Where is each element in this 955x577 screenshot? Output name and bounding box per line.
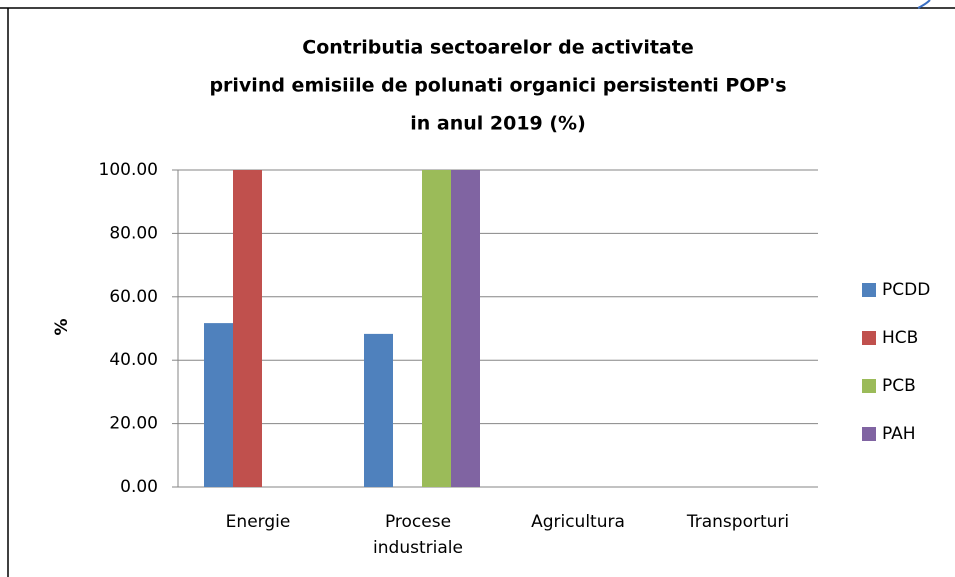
chart-title: Contributia sectoarelor de activitate (302, 37, 693, 59)
chart-title: in anul 2019 (%) (410, 113, 586, 135)
y-tick-label: 80.00 (109, 223, 158, 243)
y-tick-label: 0.00 (120, 477, 158, 497)
bar (233, 170, 262, 487)
y-axis-label: % (52, 318, 72, 335)
legend-swatch (862, 427, 876, 441)
legend-label: PCDD (882, 280, 930, 300)
legend-label: PAH (882, 424, 916, 444)
chart-title: privind emisiile de polunati organici pe… (209, 75, 786, 97)
legend-swatch (862, 331, 876, 345)
bar (451, 170, 480, 487)
legend-swatch (862, 379, 876, 393)
y-tick-label: 60.00 (109, 287, 158, 307)
bar (364, 333, 393, 487)
bar (204, 323, 233, 487)
legend-label: HCB (882, 328, 918, 348)
y-tick-label: 40.00 (109, 350, 158, 370)
x-tick-label: Transporturi (686, 512, 790, 532)
decoration (917, 0, 931, 9)
x-tick-label: Procese industriale (373, 512, 463, 558)
bar (422, 170, 451, 487)
y-tick-label: 100.00 (99, 160, 158, 180)
legend-swatch (862, 283, 876, 297)
y-tick-label: 20.00 (109, 414, 158, 434)
legend-label: PCB (882, 376, 916, 396)
x-tick-label: Energie (225, 512, 291, 532)
x-tick-label: Agricultura (531, 512, 625, 532)
